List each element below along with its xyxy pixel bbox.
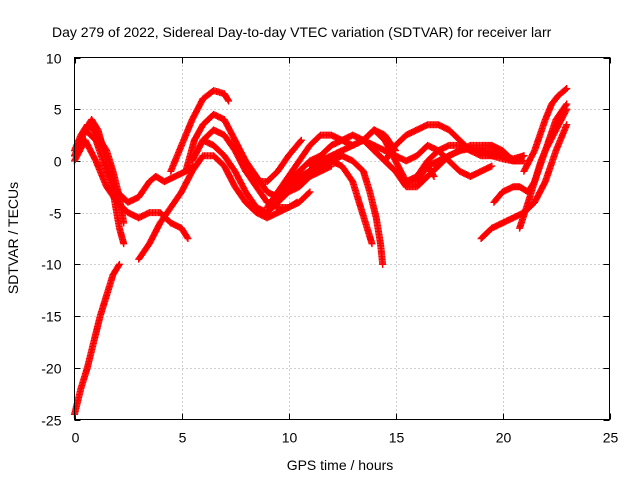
data-point [379, 260, 387, 268]
data-point [563, 105, 571, 113]
data-point [305, 189, 313, 197]
x-tick-label: 15 [389, 430, 405, 446]
data-point [520, 152, 528, 160]
data-point [183, 233, 191, 241]
y-tick-label: -15 [41, 309, 61, 325]
series-track-11 [242, 136, 305, 186]
data-point [563, 85, 571, 93]
series-track-19 [381, 121, 528, 165]
chart-title: Day 279 of 2022, Sidereal Day-to-day VTE… [52, 24, 552, 40]
series-track-16 [306, 136, 496, 180]
grid-lines [74, 57, 610, 420]
data-point [296, 137, 304, 145]
x-tick-label: 0 [72, 430, 80, 446]
x-tick-labels: 0 5 10 15 20 25 [72, 430, 619, 446]
y-tick-label: 10 [46, 51, 62, 67]
x-tick-label: 5 [179, 430, 187, 446]
data-point [563, 121, 571, 129]
x-tick-label: 20 [496, 430, 512, 446]
data-point [224, 96, 232, 104]
series-track-9 [188, 126, 314, 211]
data-point [562, 85, 570, 93]
y-axis-label: SDTVAR / TECUs [5, 182, 21, 294]
tick-marks [74, 57, 611, 421]
y-tick-label: 5 [54, 102, 62, 118]
data-point [115, 260, 123, 268]
data-point [297, 136, 305, 144]
y-tick-label: -25 [41, 413, 61, 429]
x-axis-label: GPS time / hours [287, 457, 394, 473]
y-tick-label: 0 [54, 154, 62, 170]
data-point [120, 240, 128, 248]
data-point [430, 172, 438, 180]
data-point [115, 262, 123, 270]
x-tick-label: 25 [603, 430, 619, 446]
series-track-21 [477, 121, 571, 242]
data-point [562, 107, 570, 115]
series-track-20 [424, 162, 438, 180]
data-point [368, 240, 376, 248]
y-tick-label: -20 [41, 361, 61, 377]
data-point [429, 171, 437, 179]
data-point [488, 162, 496, 170]
series-track-1 [71, 260, 123, 418]
data-points [71, 85, 571, 418]
plot-frame [74, 57, 610, 420]
y-tick-label: -5 [49, 206, 62, 222]
y-tick-labels: 10 5 0 -5 -10 -15 -20 -25 [41, 51, 61, 429]
data-point [225, 97, 233, 105]
data-point [184, 235, 192, 242]
x-tick-label: 10 [282, 430, 298, 446]
series-track-4 [71, 136, 192, 242]
series-track-24 [520, 85, 571, 175]
series-track-7 [167, 87, 233, 175]
data-point [306, 188, 314, 196]
series-track-23 [516, 105, 571, 232]
y-tick-label: -10 [41, 257, 61, 273]
